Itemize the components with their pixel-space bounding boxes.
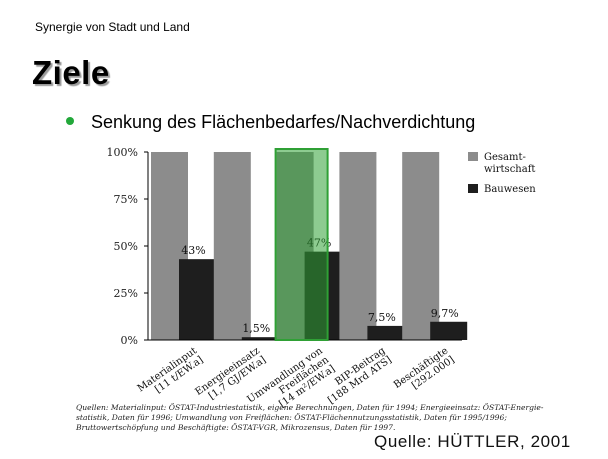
- source-citation: Quelle: HÜTTLER, 2001: [374, 432, 571, 451]
- bullet-dot-icon: [66, 117, 74, 126]
- data-label: 9,7%: [431, 307, 459, 320]
- legend-swatch-gesamtwirtschaft: [468, 152, 478, 161]
- y-tick-label: 25%: [114, 287, 138, 300]
- legend-label-bauwesen: Bauwesen: [484, 184, 536, 195]
- legend-swatch-bauwesen: [468, 184, 478, 193]
- bar-bauwesen: [241, 337, 279, 340]
- bar-gesamtwirtschaft: [213, 152, 251, 340]
- highlight-box: [274, 148, 329, 341]
- y-tick-label: 0%: [121, 334, 138, 347]
- bar-gesamtwirtschaft: [339, 152, 377, 340]
- bar-bauwesen: [179, 259, 216, 340]
- y-tick-label: 75%: [114, 193, 138, 206]
- slide-title: Ziele: [32, 54, 110, 91]
- x-tick-label: Beschäftigte[292.000]: [392, 345, 457, 400]
- data-label: 7,5%: [368, 311, 396, 324]
- data-label: 43%: [181, 244, 205, 257]
- y-tick-label: 50%: [114, 240, 138, 253]
- bar-gesamtwirtschaft: [402, 152, 440, 340]
- bar-bauwesen: [430, 321, 468, 340]
- y-tick-label: 100%: [107, 146, 138, 159]
- x-tick-label: Materialinput[11 t/EW.a]: [136, 345, 206, 403]
- data-label: 1,5%: [242, 322, 270, 335]
- sources-note: Quellen: Materialinput: ÖSTAT-Industries…: [76, 403, 544, 432]
- bullet-item: Senkung des Flächenbedarfes/Nachverdicht…: [66, 112, 475, 133]
- legend-label-gesamtwirtschaft: Gesamt-wirtschaft: [484, 152, 535, 175]
- bar-bauwesen: [367, 325, 405, 340]
- presentation-header: Synergie von Stadt und Land: [35, 20, 190, 34]
- bullet-text: Senkung des Flächenbedarfes/Nachverdicht…: [91, 112, 476, 132]
